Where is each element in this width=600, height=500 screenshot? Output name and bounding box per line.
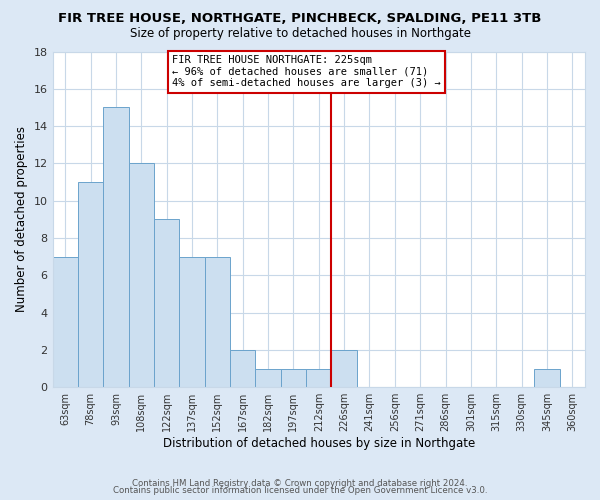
Bar <box>331 350 357 387</box>
Bar <box>128 164 154 387</box>
Bar <box>154 220 179 387</box>
Text: FIR TREE HOUSE NORTHGATE: 225sqm
← 96% of detached houses are smaller (71)
4% of: FIR TREE HOUSE NORTHGATE: 225sqm ← 96% o… <box>172 55 440 88</box>
Bar <box>78 182 103 387</box>
Bar <box>256 368 281 387</box>
Bar <box>179 256 205 387</box>
Text: Size of property relative to detached houses in Northgate: Size of property relative to detached ho… <box>130 28 470 40</box>
Bar <box>205 256 230 387</box>
Y-axis label: Number of detached properties: Number of detached properties <box>15 126 28 312</box>
Bar <box>534 368 560 387</box>
Bar <box>281 368 306 387</box>
X-axis label: Distribution of detached houses by size in Northgate: Distribution of detached houses by size … <box>163 437 475 450</box>
Text: FIR TREE HOUSE, NORTHGATE, PINCHBECK, SPALDING, PE11 3TB: FIR TREE HOUSE, NORTHGATE, PINCHBECK, SP… <box>58 12 542 26</box>
Bar <box>53 256 78 387</box>
Text: Contains public sector information licensed under the Open Government Licence v3: Contains public sector information licen… <box>113 486 487 495</box>
Bar <box>103 108 128 387</box>
Text: Contains HM Land Registry data © Crown copyright and database right 2024.: Contains HM Land Registry data © Crown c… <box>132 478 468 488</box>
Bar <box>306 368 331 387</box>
Bar <box>230 350 256 387</box>
